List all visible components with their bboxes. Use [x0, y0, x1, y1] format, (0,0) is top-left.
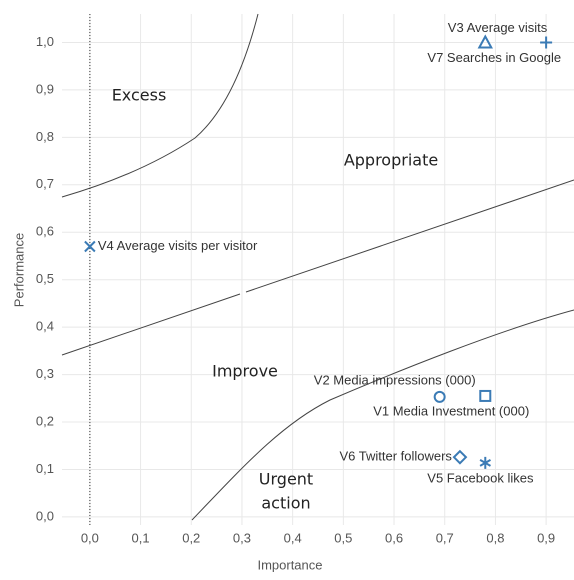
x-tick-label: 0,5: [334, 530, 352, 545]
boundary-urgent: [191, 309, 574, 521]
x-tick-label: 0,4: [284, 530, 302, 545]
point: [479, 456, 491, 469]
point: [452, 449, 468, 465]
point-label: V2 Media impressions (000): [314, 372, 476, 387]
boundary-improve: [61, 179, 574, 356]
y-tick-label: 0,0: [36, 508, 54, 523]
x-tick-label: 0,0: [81, 530, 99, 545]
point: [433, 390, 446, 403]
point-label: V6 Twitter followers: [339, 449, 452, 464]
y-tick-label: 0,7: [36, 176, 54, 191]
grid-layer: [62, 14, 574, 525]
boundary-excess: [61, 13, 259, 198]
x-tick-label: 0,6: [385, 530, 403, 545]
x-tick-label: 0,2: [182, 530, 200, 545]
x-axis-title: Importance: [257, 557, 322, 572]
y-tick-label: 0,1: [36, 461, 54, 476]
y-tick-label: 0,9: [36, 81, 54, 96]
x-tick-label: 0,1: [132, 530, 150, 545]
point-label: V5 Facebook likes: [427, 470, 534, 485]
point-label: V1 Media Investment (000): [373, 403, 529, 418]
y-tick-label: 1,0: [36, 34, 54, 49]
point: [479, 389, 492, 402]
point: [84, 240, 96, 253]
point: [540, 36, 553, 49]
y-tick-label: 0,5: [36, 271, 54, 286]
region-label: action: [261, 494, 310, 513]
y-tick-label: 0,2: [36, 413, 54, 428]
x-tick-label: 0,8: [486, 530, 504, 545]
region-label: Appropriate: [344, 151, 438, 170]
point: [477, 34, 493, 49]
x-tick-label: 0,3: [233, 530, 251, 545]
region-label: Excess: [112, 86, 167, 105]
y-tick-label: 0,3: [36, 366, 54, 381]
x-tick-label: 0,7: [436, 530, 454, 545]
region-label: Improve: [212, 362, 278, 381]
point-label: V3 Average visits: [448, 20, 548, 35]
x-tick-label: 0,9: [537, 530, 555, 545]
point-label: V7 Searches in Google: [427, 50, 561, 65]
point-label: V4 Average visits per visitor: [98, 238, 258, 253]
y-axis-title: Performance: [11, 233, 26, 307]
y-tick-label: 0,8: [36, 129, 54, 144]
y-tick-label: 0,4: [36, 319, 54, 334]
region-label: Urgent: [259, 470, 313, 489]
y-tick-label: 0,6: [36, 224, 54, 239]
